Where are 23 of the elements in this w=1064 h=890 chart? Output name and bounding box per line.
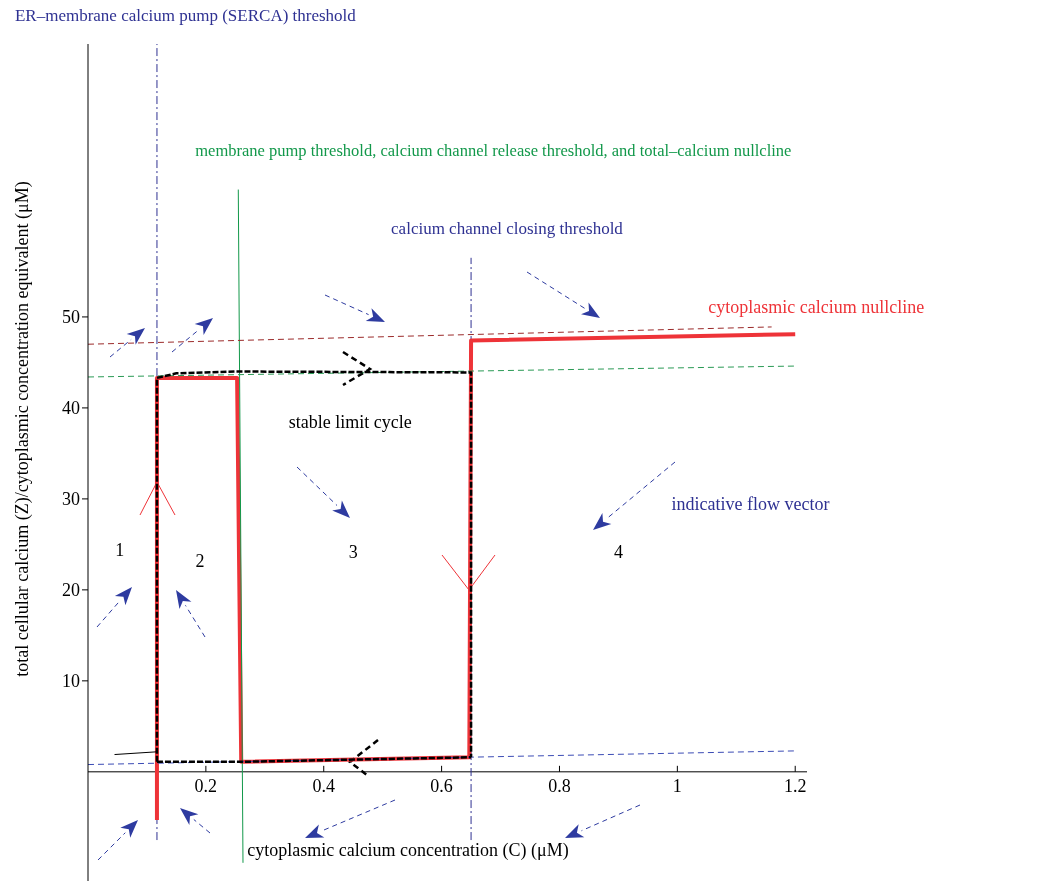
annotation: 4	[613, 541, 623, 562]
annotation: 3	[348, 541, 358, 562]
series-label: cytoplasmic calcium nullcline	[708, 297, 925, 318]
y-tick-label: 40	[62, 398, 80, 419]
x-tick-label: 0.2	[194, 775, 218, 796]
text: membrane pump threshold, calcium channel release threshold, and total–calcium nullcline	[195, 141, 792, 161]
ref-line-label: calcium channel closing threshold	[391, 219, 624, 239]
ref-line-label: ER–membrane calcium pump (SERCA) threshold	[14, 5, 357, 25]
y-tick-label: 30	[62, 489, 80, 510]
x-axis-title: cytoplasmic calcium concentration (C) (μM)	[247, 839, 569, 861]
y-axis-title: total cellular calcium (Z)/cytoplasmic concentration equivalent (μM)	[12, 181, 34, 677]
x-tick-label: 0.8	[548, 775, 571, 796]
x-tick-label: 0.4	[312, 775, 335, 796]
annotation: 1	[115, 539, 125, 560]
x-tick-label: 1.2	[783, 775, 807, 796]
annotation: indicative flow vector	[671, 494, 830, 515]
y-tick-label: 10	[62, 671, 80, 692]
x-tick-label: 0.6	[430, 775, 453, 796]
annotation: 2	[195, 550, 205, 571]
text: stable limit cycle	[288, 411, 412, 432]
y-tick-label: 50	[62, 307, 80, 328]
x-tick-label: 1	[672, 775, 682, 796]
y-tick-label: 20	[62, 580, 80, 601]
